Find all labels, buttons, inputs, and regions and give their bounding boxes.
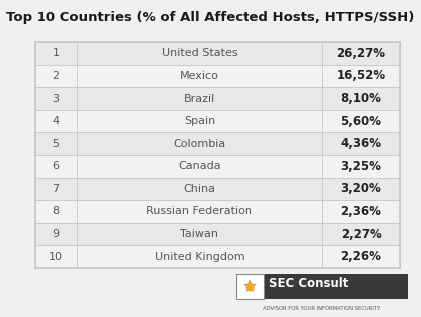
- Text: 2,36%: 2,36%: [341, 205, 381, 218]
- Text: 2: 2: [53, 71, 59, 81]
- Text: 5: 5: [53, 139, 59, 149]
- Text: 26,27%: 26,27%: [336, 47, 386, 60]
- Bar: [35, 178, 77, 200]
- Bar: [77, 223, 322, 245]
- Text: 16,52%: 16,52%: [336, 69, 386, 82]
- Text: China: China: [184, 184, 216, 194]
- Bar: [322, 178, 400, 200]
- Text: 4,36%: 4,36%: [341, 137, 381, 150]
- Circle shape: [245, 282, 255, 292]
- Text: Canada: Canada: [178, 161, 221, 171]
- Bar: [322, 245, 400, 268]
- Text: 10: 10: [49, 252, 63, 262]
- Text: Mexico: Mexico: [180, 71, 219, 81]
- Text: 9: 9: [53, 229, 59, 239]
- Text: Spain: Spain: [184, 116, 215, 126]
- Bar: [77, 42, 322, 65]
- Bar: [35, 42, 77, 65]
- Bar: [236, 274, 408, 299]
- Bar: [35, 110, 77, 133]
- Bar: [77, 110, 322, 133]
- Text: 2,27%: 2,27%: [341, 228, 381, 241]
- Bar: [35, 200, 77, 223]
- Text: SEC Consult: SEC Consult: [269, 277, 348, 290]
- Text: Brazil: Brazil: [184, 94, 215, 103]
- Text: ★: ★: [242, 277, 258, 295]
- Text: Russian Federation: Russian Federation: [147, 206, 253, 217]
- Text: 3,20%: 3,20%: [341, 182, 381, 195]
- Bar: [322, 155, 400, 178]
- Text: 2,26%: 2,26%: [341, 250, 381, 263]
- Text: 7: 7: [53, 184, 59, 194]
- Text: 4: 4: [53, 116, 59, 126]
- Text: 1: 1: [53, 48, 59, 58]
- Bar: [77, 200, 322, 223]
- Bar: [322, 42, 400, 65]
- Bar: [236, 274, 264, 299]
- Bar: [35, 65, 77, 87]
- Bar: [35, 87, 77, 110]
- Bar: [35, 245, 77, 268]
- Text: United Kingdom: United Kingdom: [155, 252, 244, 262]
- Bar: [322, 200, 400, 223]
- Text: 3: 3: [53, 94, 59, 103]
- Bar: [77, 65, 322, 87]
- Bar: [77, 178, 322, 200]
- Text: 3,25%: 3,25%: [341, 160, 381, 173]
- Bar: [35, 155, 77, 178]
- Text: 8: 8: [53, 206, 59, 217]
- Bar: [322, 65, 400, 87]
- Bar: [322, 133, 400, 155]
- Text: ADVISOR FOR YOUR INFORMATION SECURITY: ADVISOR FOR YOUR INFORMATION SECURITY: [263, 306, 381, 310]
- Text: Taiwan: Taiwan: [181, 229, 218, 239]
- Text: 5,60%: 5,60%: [341, 115, 381, 128]
- Text: 6: 6: [53, 161, 59, 171]
- Bar: [322, 110, 400, 133]
- Text: Colombia: Colombia: [173, 139, 226, 149]
- Bar: [77, 155, 322, 178]
- Bar: [35, 42, 400, 268]
- Bar: [77, 133, 322, 155]
- Text: Top 10 Countries (% of All Affected Hosts, HTTPS/SSH): Top 10 Countries (% of All Affected Host…: [6, 11, 415, 24]
- Bar: [322, 223, 400, 245]
- Bar: [322, 87, 400, 110]
- Bar: [35, 133, 77, 155]
- Bar: [77, 245, 322, 268]
- Text: United States: United States: [162, 48, 237, 58]
- Bar: [77, 87, 322, 110]
- Bar: [35, 223, 77, 245]
- Text: 8,10%: 8,10%: [341, 92, 381, 105]
